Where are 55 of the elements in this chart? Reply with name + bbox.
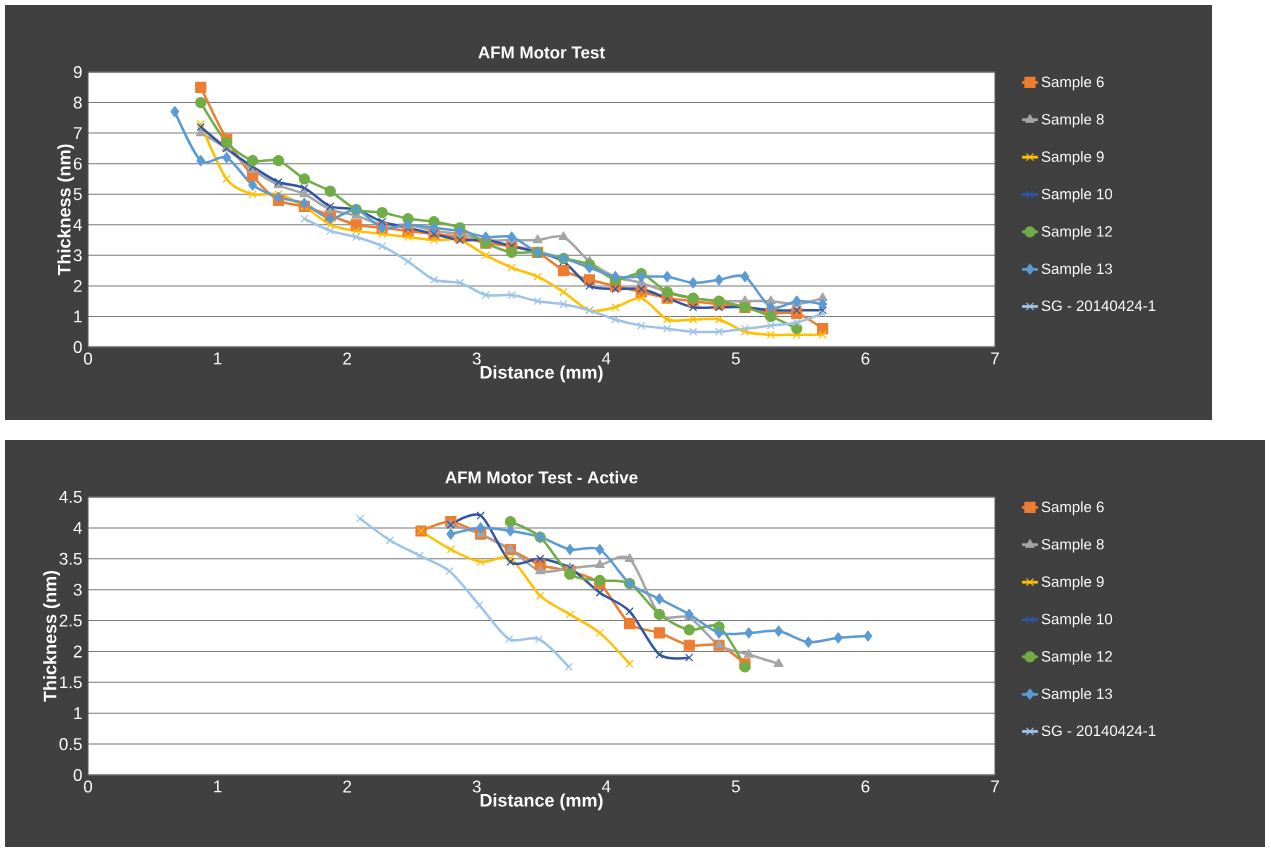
x-axis-title: Distance (mm) (480, 365, 603, 383)
x-tick-label: 1 (214, 352, 222, 365)
chart-title: AFM Motor Test (478, 46, 605, 59)
legend-label: Sample 8 (1041, 538, 1104, 553)
x-axis-title: Distance (mm) (480, 793, 603, 811)
x-tick-label: 4 (601, 352, 611, 365)
y-tick-label: 4 (73, 218, 82, 231)
legend-label: Sample 6 (1041, 501, 1104, 516)
x-tick-label: 5 (731, 780, 740, 793)
x-tick-label: 7 (991, 780, 999, 793)
y-tick-label: 6 (73, 157, 82, 170)
y-tick-label: 1 (74, 707, 82, 720)
y-tick-label: 1 (74, 310, 82, 323)
y-tick-label: 4 (73, 522, 82, 534)
y-tick-label: 3 (73, 249, 82, 262)
y-tick-label: 3.5 (59, 552, 82, 565)
y-tick-label: 0 (73, 340, 82, 354)
legend-label: Sample 13 (1041, 263, 1113, 278)
legend-label: Sample 9 (1041, 150, 1104, 165)
y-tick-label: 2 (73, 279, 82, 292)
x-tick-label: 6 (861, 780, 870, 793)
x-tick-label: 2 (343, 780, 352, 793)
legend-label: Sample 12 (1041, 650, 1112, 665)
y-axis-title: Thickness (nm) (43, 570, 60, 702)
x-tick-label: 7 (991, 352, 999, 365)
legend-label: Sample 13 (1041, 688, 1113, 703)
legend-label: Sample 9 (1041, 575, 1104, 590)
y-tick-label: 2 (73, 645, 82, 658)
y-tick-label: 0.5 (59, 738, 82, 751)
y-tick-label: 7 (73, 127, 82, 139)
y-tick-label: 2.5 (59, 614, 82, 627)
legend-label: Sample 12 (1041, 225, 1112, 240)
y-tick-label: 4.5 (59, 491, 82, 503)
y-tick-label: 8 (73, 96, 82, 109)
y-tick-label: 1.5 (60, 676, 82, 689)
x-tick-label: 1 (214, 780, 222, 793)
legend-label: Sample 6 (1041, 76, 1104, 91)
x-tick-label: 6 (861, 352, 870, 365)
legend-label: Sample 8 (1041, 113, 1104, 128)
x-tick-label: 3 (472, 352, 481, 365)
x-tick-label: 0 (83, 780, 93, 793)
x-tick-label: 0 (83, 352, 93, 365)
legend-label: SG - 20140424-1 (1041, 725, 1156, 737)
x-tick-label: 2 (343, 352, 352, 365)
chart-title: AFM Motor Test - Active (445, 470, 638, 484)
y-tick-label: 5 (73, 188, 82, 201)
legend-label: SG - 20140424-1 (1041, 300, 1156, 312)
legend-label: Sample 10 (1041, 613, 1113, 628)
x-tick-label: 5 (731, 352, 740, 365)
y-tick-label: 3 (73, 583, 82, 596)
y-tick-label: 0 (73, 768, 82, 782)
x-tick-label: 3 (472, 780, 481, 793)
legend-label: Sample 10 (1041, 188, 1113, 203)
x-tick-label: 4 (601, 780, 611, 793)
y-tick-label: 9 (73, 65, 82, 79)
